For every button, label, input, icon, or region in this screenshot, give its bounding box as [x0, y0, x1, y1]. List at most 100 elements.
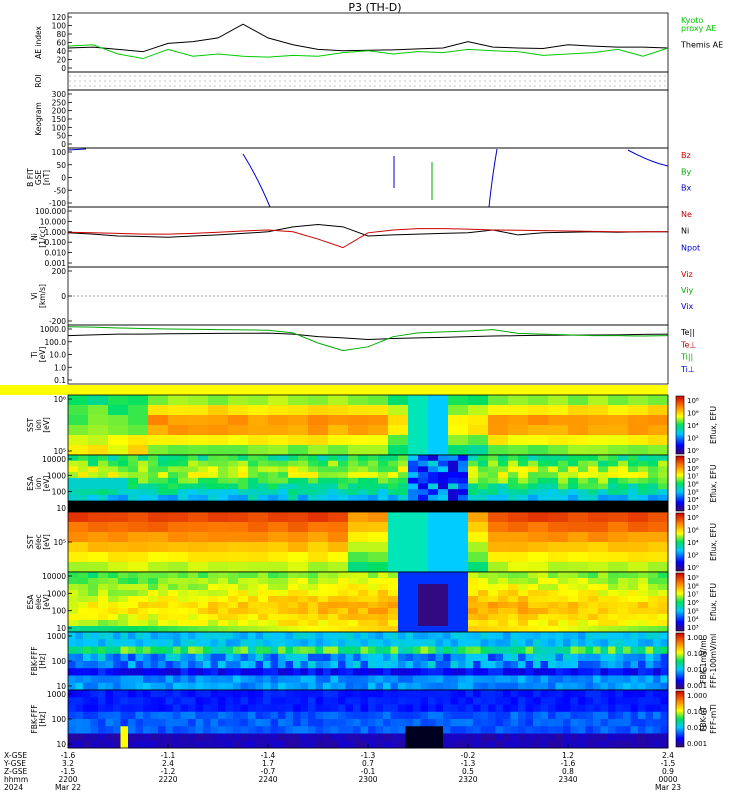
heatmap-cell — [188, 395, 209, 406]
heatmap-cell — [388, 590, 399, 597]
heatmap-cell — [178, 500, 189, 507]
zero-dot — [577, 295, 579, 297]
heatmap-cell — [138, 590, 149, 597]
heatmap-cell — [165, 668, 174, 676]
zero-dot — [165, 295, 167, 297]
panel-ylabel: Vi [km/s] — [30, 284, 47, 308]
heatmap-cell — [660, 646, 669, 655]
heatmap-cell — [578, 697, 586, 705]
heatmap-cell — [448, 425, 469, 436]
heatmap-cell — [448, 494, 459, 502]
heatmap-cell — [173, 639, 181, 647]
heatmap-cell — [308, 472, 319, 479]
heatmap-cell — [308, 596, 319, 603]
heatmap-cell — [88, 614, 99, 621]
roi-dot — [334, 80, 336, 82]
legend-entry: Ti⊥ — [680, 365, 695, 374]
heatmap-cell — [458, 626, 469, 633]
heatmap-cell — [233, 668, 241, 676]
heatmap-cell — [458, 690, 466, 698]
heatmap-cell — [458, 483, 469, 490]
heatmap-cell — [448, 435, 469, 446]
heatmap-cell — [618, 460, 629, 467]
heatmap-cell — [270, 733, 279, 742]
heatmap-cell — [338, 584, 349, 591]
heatmap-cell — [168, 562, 189, 573]
heatmap-cell — [428, 532, 449, 543]
heatmap-cell — [465, 726, 474, 734]
heatmap-cell — [150, 711, 159, 720]
heatmap-cell — [368, 704, 376, 713]
heatmap-cell — [198, 620, 209, 627]
heatmap-cell — [328, 472, 339, 479]
heatmap-cell — [278, 506, 289, 513]
heatmap-cell — [443, 740, 451, 749]
roi-dot — [304, 80, 306, 82]
heatmap-cell — [378, 494, 389, 502]
heatmap-cell — [78, 626, 89, 633]
heatmap-cell — [653, 661, 661, 669]
heatmap-cell — [135, 646, 144, 655]
heatmap-cell — [353, 740, 361, 749]
heatmap-cell — [168, 477, 179, 484]
heatmap-cell — [338, 489, 349, 496]
colorbar-label-text: Eflux, EFU — [709, 583, 718, 621]
roi-dot — [554, 75, 556, 77]
heatmap-cell — [428, 512, 449, 523]
heatmap-cell — [263, 740, 271, 749]
heatmap-cell — [218, 460, 229, 467]
zero-dot — [265, 295, 267, 297]
roi-dot — [164, 85, 166, 87]
roi-dot — [314, 80, 316, 82]
heatmap-cell — [298, 472, 309, 479]
panel-ylabel-line: GSE — [34, 170, 43, 186]
zero-dot — [601, 295, 603, 297]
heatmap-cell — [268, 425, 289, 436]
heatmap-cell — [418, 477, 429, 484]
heatmap-cell — [293, 697, 301, 705]
heatmap-cell — [233, 675, 241, 684]
heatmap-cell — [308, 477, 319, 484]
heatmap-cell — [168, 494, 179, 502]
heatmap-cell — [593, 704, 601, 713]
heatmap-cell — [338, 675, 346, 684]
heatmap-cell — [315, 733, 324, 742]
x-tick-label: 1.2 — [562, 751, 574, 760]
heatmap-cell — [653, 697, 661, 705]
heatmap-cell — [628, 425, 649, 436]
heatmap-cell — [428, 542, 449, 553]
heatmap-cell — [68, 572, 79, 579]
heatmap-cell — [263, 733, 271, 742]
heatmap-cell — [158, 578, 169, 585]
heatmap-cell — [288, 614, 299, 621]
heatmap-cell — [168, 415, 189, 426]
zero-dot — [293, 295, 295, 297]
roi-dot — [99, 80, 101, 82]
heatmap-cell — [68, 626, 79, 633]
heatmap-cell — [398, 711, 406, 720]
heatmap-cell — [368, 506, 379, 513]
heatmap-cell — [548, 646, 556, 655]
y-tick-label: 0.010 — [45, 249, 67, 258]
heatmap-cell — [318, 472, 329, 479]
heatmap-cell — [173, 711, 181, 720]
heatmap-cell — [108, 596, 119, 603]
heatmap-cell — [88, 512, 109, 523]
zero-dot — [185, 295, 187, 297]
heatmap-cell — [405, 726, 414, 734]
heatmap-cell — [608, 578, 619, 585]
heatmap-cell — [323, 646, 331, 655]
heatmap-cell — [188, 552, 209, 563]
heatmap-cell — [238, 620, 249, 627]
heatmap-cell — [270, 690, 279, 698]
roi-dot — [344, 80, 346, 82]
heatmap-cell — [255, 697, 264, 705]
heatmap-cell — [458, 460, 469, 467]
heatmap-cell — [358, 477, 369, 484]
panel-frame — [67, 147, 669, 208]
heatmap-cell — [148, 483, 159, 490]
zero-dot — [549, 295, 551, 297]
roi-dot — [279, 80, 281, 82]
roi-dot — [274, 75, 276, 77]
heatmap-cell — [653, 690, 661, 698]
